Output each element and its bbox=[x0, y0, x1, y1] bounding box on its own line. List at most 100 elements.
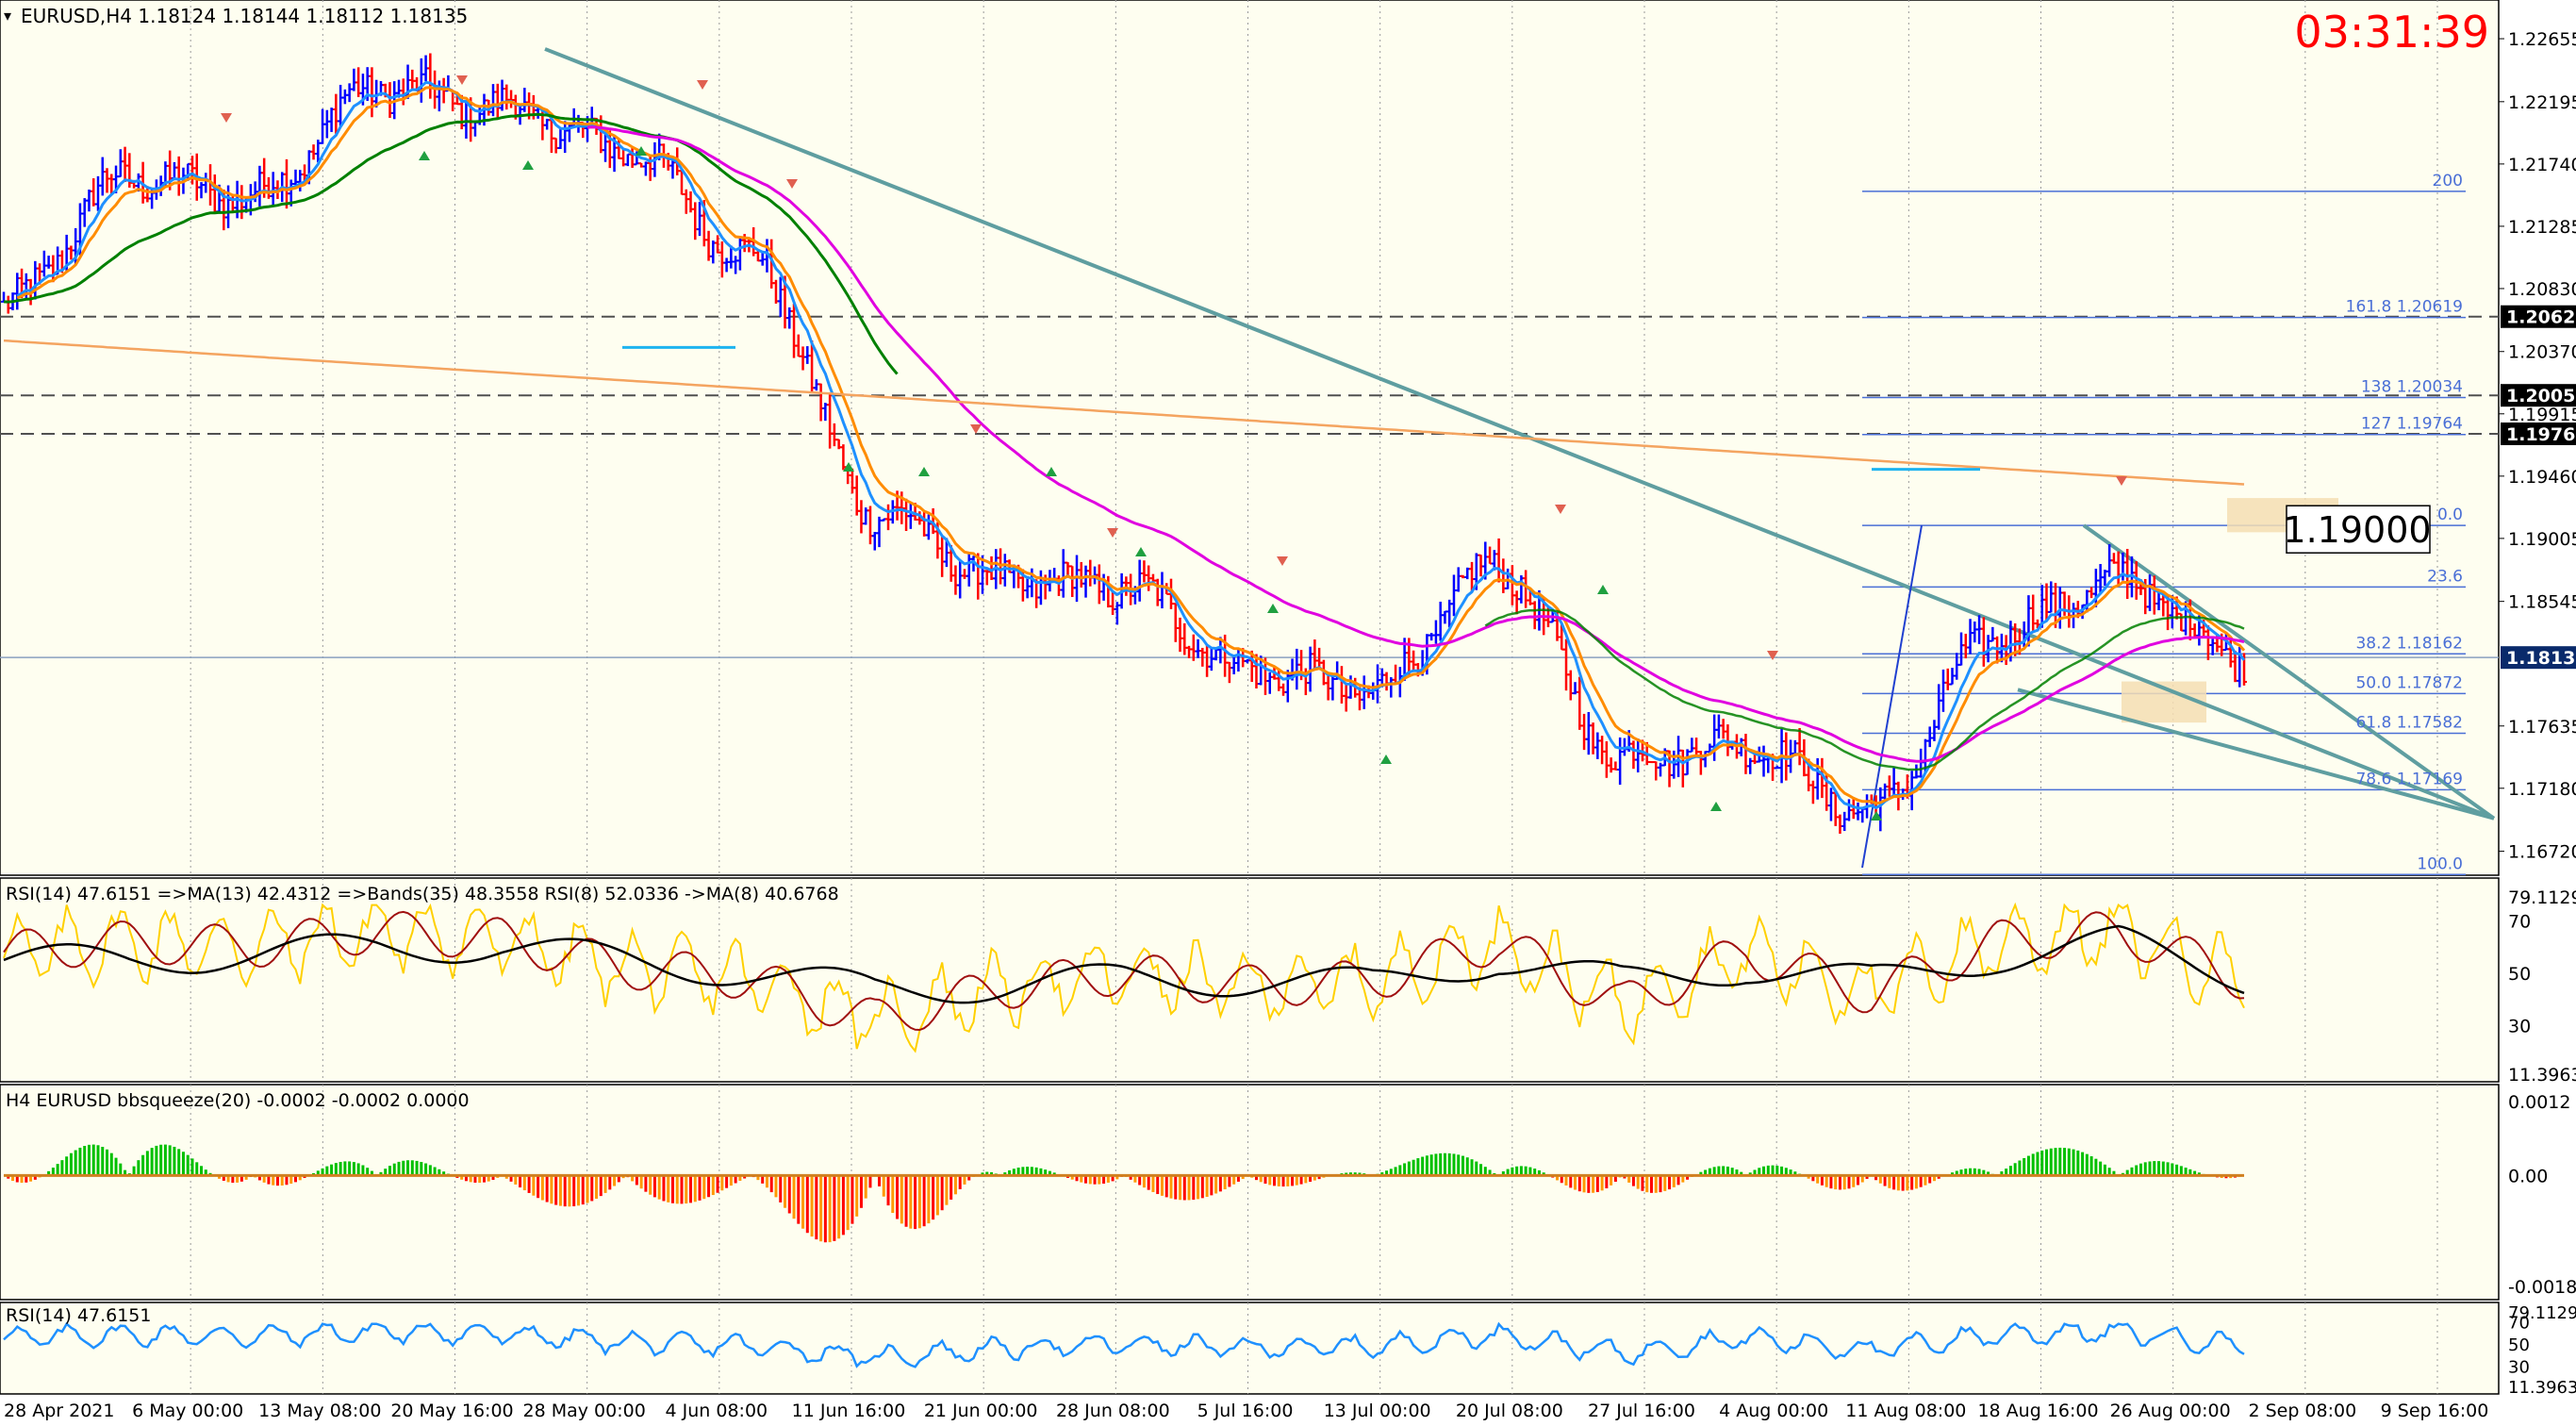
time-axis-label: 11 Jun 16:00 bbox=[792, 1401, 906, 1421]
price-axis-label: 1.21285 bbox=[2508, 217, 2576, 238]
main-panel bbox=[0, 0, 2500, 876]
menu-arrow-icon: ▾ bbox=[4, 7, 11, 25]
time-axis-label: 4 Aug 00:00 bbox=[1719, 1401, 1828, 1421]
sell-arrow-icon bbox=[221, 113, 232, 123]
price-tag-label: 1.18135 bbox=[2506, 648, 2576, 669]
buy-arrow-icon bbox=[1135, 547, 1147, 556]
rsi-axis-label: 70 bbox=[2508, 911, 2531, 932]
buy-arrow-icon bbox=[1871, 811, 1882, 821]
fib-level-label: 38.2 1.18162 bbox=[2355, 634, 2463, 653]
time-axis-label: 4 Jun 08:00 bbox=[666, 1401, 768, 1421]
time-axis-label: 28 Apr 2021 bbox=[4, 1401, 114, 1421]
rsi2-axis-label: 11.3963 bbox=[2508, 1378, 2576, 1398]
buy-arrow-icon bbox=[1046, 467, 1057, 476]
buy-arrow-icon bbox=[918, 467, 930, 476]
fib-level-label: 100.0 bbox=[2417, 854, 2463, 873]
sell-arrow-icon bbox=[1277, 556, 1288, 566]
price-tag-label: 1.19769 bbox=[2506, 424, 2576, 445]
ma-mid-line bbox=[16, 86, 2246, 805]
rsi-bands-line bbox=[3, 924, 2245, 1004]
ma-long-line bbox=[3, 339, 2245, 486]
price-tag bbox=[2501, 384, 2576, 407]
squeeze-axis-label: -0.0018 bbox=[2508, 1277, 2576, 1298]
buy-arrow-icon bbox=[1597, 585, 1609, 594]
sell-arrow-icon bbox=[1555, 505, 1566, 514]
fib-level-label: 161.8 1.20619 bbox=[2346, 298, 2463, 317]
time-axis-label: 11 Aug 08:00 bbox=[1845, 1401, 1966, 1421]
time-axis-label: 28 Jun 08:00 bbox=[1056, 1401, 1170, 1421]
rsi2-header: RSI(14) 47.6151 bbox=[6, 1305, 151, 1326]
time-axis-label: 5 Jul 16:00 bbox=[1197, 1401, 1294, 1421]
price-tag-label: 1.20625 bbox=[2506, 307, 2576, 328]
ma-slow-line-2 bbox=[1484, 608, 2245, 771]
time-axis-label: 27 Jul 16:00 bbox=[1588, 1401, 1695, 1421]
rsi-header: RSI(14) 47.6151 =>MA(13) 42.4312 =>Bands… bbox=[6, 884, 839, 904]
price-axis-label: 1.18545 bbox=[2508, 592, 2576, 613]
price-axis-label: 1.22655 bbox=[2508, 29, 2576, 50]
price-axis-label: 1.20370 bbox=[2508, 342, 2576, 363]
sell-arrow-icon bbox=[456, 75, 468, 85]
buy-arrow-icon bbox=[419, 151, 430, 160]
ma-slow-line bbox=[3, 112, 899, 375]
rsi-axis-label: 30 bbox=[2508, 1016, 2531, 1036]
price-tag bbox=[2501, 422, 2576, 445]
price-tag bbox=[2501, 305, 2576, 328]
time-axis-label: 18 Aug 16:00 bbox=[1977, 1401, 2098, 1421]
squeeze-axis-label: 0.0012 bbox=[2508, 1092, 2570, 1113]
time-axis-label: 26 Aug 00:00 bbox=[2110, 1401, 2231, 1421]
price-axis-label: 1.17635 bbox=[2508, 717, 2576, 738]
sell-arrow-icon bbox=[697, 80, 708, 90]
rsi2-axis-label: 30 bbox=[2508, 1357, 2530, 1377]
trendline-lower bbox=[2017, 688, 2495, 821]
time-axis-label: 6 May 00:00 bbox=[132, 1401, 243, 1421]
sell-arrow-icon bbox=[786, 179, 798, 189]
big-price-label: 1.19000 bbox=[2283, 509, 2431, 551]
big-label-box bbox=[2286, 505, 2431, 554]
rsi-ma-line bbox=[3, 910, 2245, 1032]
fib-level-label: 138 1.20034 bbox=[2361, 378, 2463, 397]
price-axis-label: 1.16720 bbox=[2508, 842, 2576, 863]
time-axis-label: 21 Jun 00:00 bbox=[924, 1401, 1038, 1421]
fib-level-label: 0.0 bbox=[2437, 506, 2463, 524]
rsi2-axis-label: 70 bbox=[2508, 1314, 2530, 1334]
buy-arrow-icon bbox=[522, 160, 534, 170]
price-axis-label: 1.19460 bbox=[2508, 467, 2576, 488]
rsi-axis-label: 11.3963 bbox=[2508, 1065, 2576, 1086]
price-axis-label: 1.19005 bbox=[2508, 529, 2576, 550]
price-tag bbox=[2501, 646, 2576, 670]
squeeze-header: H4 EURUSD bbsqueeze(20) -0.0002 -0.0002 … bbox=[6, 1090, 470, 1111]
time-axis-label: 20 May 16:00 bbox=[390, 1401, 513, 1421]
fib-trend-line bbox=[1861, 524, 1923, 869]
price-axis-label: 1.22195 bbox=[2508, 92, 2576, 113]
fib-level-label: 200 bbox=[2433, 172, 2463, 191]
time-axis-label: 13 May 08:00 bbox=[258, 1401, 381, 1421]
fib-level-label: 61.8 1.17582 bbox=[2355, 713, 2463, 732]
rsi-axis-label: 50 bbox=[2508, 964, 2531, 985]
squeeze-panel bbox=[0, 1084, 2500, 1301]
rsi2-panel bbox=[0, 1302, 2500, 1395]
rsi2-axis-label: 50 bbox=[2508, 1335, 2530, 1355]
fib-level-label: 127 1.19764 bbox=[2361, 415, 2463, 434]
buy-arrow-icon bbox=[636, 146, 647, 156]
price-axis-label: 1.20830 bbox=[2508, 279, 2576, 300]
time-axis-label: 20 Jul 08:00 bbox=[1456, 1401, 1563, 1421]
squeeze-axis-label: 0.00 bbox=[2508, 1166, 2548, 1186]
sell-arrow-icon bbox=[1107, 528, 1118, 538]
time-axis-label: 2 Sep 08:00 bbox=[2248, 1401, 2356, 1421]
trendline-upper bbox=[2082, 523, 2496, 821]
price-axis-label: 1.21740 bbox=[2508, 155, 2576, 175]
price-tag-label: 1.20050 bbox=[2506, 386, 2576, 406]
sell-arrow-icon bbox=[1767, 651, 1778, 660]
ma-fast-line bbox=[16, 80, 2246, 810]
fib-level-label: 50.0 1.17872 bbox=[2355, 673, 2463, 692]
sell-arrow-icon bbox=[970, 424, 982, 434]
fib-level-label: 78.6 1.17169 bbox=[2355, 770, 2463, 788]
time-axis-label: 13 Jul 00:00 bbox=[1324, 1401, 1431, 1421]
ma-magenta-line bbox=[586, 125, 2245, 763]
squeeze-histogram bbox=[2, 1144, 2246, 1243]
rsi2-line bbox=[3, 1321, 2245, 1368]
chart-header: EURUSD,H4 1.18124 1.18144 1.18112 1.1813… bbox=[21, 5, 468, 27]
time-axis-label: 9 Sep 16:00 bbox=[2381, 1401, 2489, 1421]
